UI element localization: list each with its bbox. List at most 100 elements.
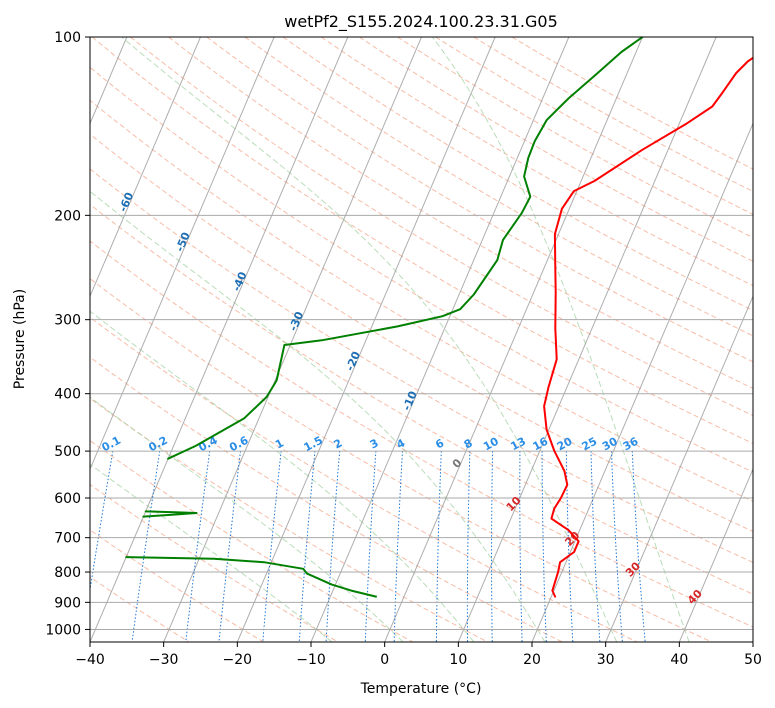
dry-adiabat — [90, 397, 488, 642]
mixing-ratio-label: 30 — [600, 435, 620, 454]
dry-adiabat — [397, 37, 753, 239]
dewpoint-line — [167, 37, 644, 460]
mixing-ratio-line — [298, 451, 316, 642]
mixing-ratio-line — [435, 451, 442, 642]
dry-adiabat — [90, 133, 753, 533]
mixing-ratio-line — [466, 451, 471, 642]
isotherm-line — [90, 37, 275, 471]
dry-adiabat — [90, 168, 753, 563]
y-tick-label: 800 — [54, 565, 81, 581]
x-axis-ticks: −40 −30 −20 −10 0 10 20 30 40 50 — [75, 642, 762, 668]
dry-adiabat — [90, 483, 339, 642]
dry-adiabat — [130, 37, 753, 417]
mixing-ratio-line — [185, 451, 211, 642]
mixing-ratio-label: 3 — [368, 436, 381, 451]
mixing-ratio-line — [541, 451, 547, 642]
mixing-ratio-label: 6 — [433, 436, 446, 451]
dry-adiabat — [90, 529, 264, 642]
mixing-ratio-label: 20 — [555, 435, 575, 454]
mixing-ratio-label: 10 — [481, 435, 501, 454]
x-tick-label: 50 — [744, 652, 762, 668]
x-tick-label: 30 — [597, 652, 615, 668]
dry-adiabat — [90, 66, 753, 473]
mixing-ratio-line — [491, 451, 494, 642]
mixing-ratio-label: 1 — [273, 436, 286, 451]
isotherm-line — [752, 640, 753, 642]
dewpoint-line — [125, 556, 377, 598]
profile-series — [125, 37, 753, 598]
dry-adiabat — [90, 316, 638, 642]
mixing-ratio-line — [631, 451, 646, 642]
dry-adiabat — [473, 37, 753, 192]
dry-adiabat — [206, 37, 753, 363]
pressure-grid — [90, 37, 753, 630]
x-tick-label: −10 — [296, 652, 326, 668]
mixing-ratio-line — [325, 451, 341, 642]
y-tick-label: 500 — [54, 444, 81, 460]
isotherm-line — [90, 37, 349, 642]
moist-adiabat — [90, 310, 475, 642]
x-tick-label: −40 — [75, 652, 105, 668]
mixing-ratio-line — [611, 451, 623, 642]
dry-adiabat — [244, 37, 753, 337]
x-tick-label: −30 — [149, 652, 179, 668]
y-tick-label: 200 — [54, 208, 81, 224]
mixing-ratio-line — [565, 451, 574, 642]
dry-adiabat — [90, 440, 414, 642]
dry-adiabat — [511, 37, 753, 170]
isotherm-line — [236, 37, 496, 642]
background-lines — [90, 37, 753, 642]
surface-temp-label: 10 — [504, 494, 524, 514]
moist-adiabat — [431, 37, 690, 642]
y-tick-label: 400 — [54, 387, 81, 403]
dry-adiabat — [320, 37, 753, 287]
moist-adiabat — [90, 190, 546, 642]
mixing-ratio-line — [364, 451, 377, 642]
isotherm-line — [605, 295, 753, 642]
dry-adiabat — [90, 278, 712, 642]
isotherm-line — [457, 37, 717, 642]
mixing-ratio-label: 16 — [531, 435, 551, 454]
y-tick-label: 1000 — [45, 622, 81, 638]
x-axis-label: Temperature (°C) — [360, 681, 482, 697]
dry-adiabat — [435, 37, 753, 215]
isotherm-line — [310, 37, 570, 642]
y-axis-ticks: 100 200 300 400 500 600 700 800 900 1000 — [45, 30, 90, 638]
temperature-line — [543, 56, 753, 598]
mixing-ratio-line — [519, 451, 523, 642]
isotherm-line — [163, 37, 422, 642]
x-tick-label: 40 — [670, 652, 688, 668]
dry-adiabat — [90, 576, 190, 642]
y-axis-label: Pressure (hPa) — [12, 289, 28, 389]
mixing-ratio-label: 2 — [332, 436, 345, 451]
mixing-ratio-label: 25 — [580, 435, 600, 454]
moist-adiabat — [90, 396, 404, 642]
isotherm-line — [678, 467, 753, 642]
dewpoint-line — [142, 510, 198, 518]
dry-adiabat — [90, 356, 563, 642]
dry-adiabat — [91, 37, 753, 444]
mixing-ratio-line — [590, 451, 601, 642]
dry-adiabat — [90, 240, 753, 628]
y-tick-label: 300 — [54, 313, 81, 329]
y-tick-label: 900 — [54, 595, 81, 611]
isotherm-line — [90, 37, 201, 298]
x-tick-label: −20 — [223, 652, 253, 668]
isopleth-labels: -100-90-80-70-60-50-40-30-20-100.10.20.4… — [3, 111, 706, 607]
isotherm-label: -70 — [60, 150, 80, 174]
y-tick-label: 700 — [54, 531, 81, 547]
x-tick-label: 10 — [449, 652, 467, 668]
mixing-ratio-line — [393, 451, 403, 642]
y-tick-label: 100 — [54, 30, 81, 46]
isotherm-label: -80 — [3, 111, 23, 135]
x-tick-label: 20 — [523, 652, 541, 668]
dry-adiabat — [168, 37, 753, 389]
mixing-ratio-label: 13 — [508, 435, 528, 454]
mixing-ratio-line — [218, 451, 241, 642]
surface-temp-label: 30 — [623, 559, 643, 579]
isotherm-line — [384, 37, 643, 642]
dry-adiabat — [282, 37, 753, 312]
y-tick-label: 600 — [54, 491, 81, 507]
x-tick-label: 0 — [380, 652, 389, 668]
